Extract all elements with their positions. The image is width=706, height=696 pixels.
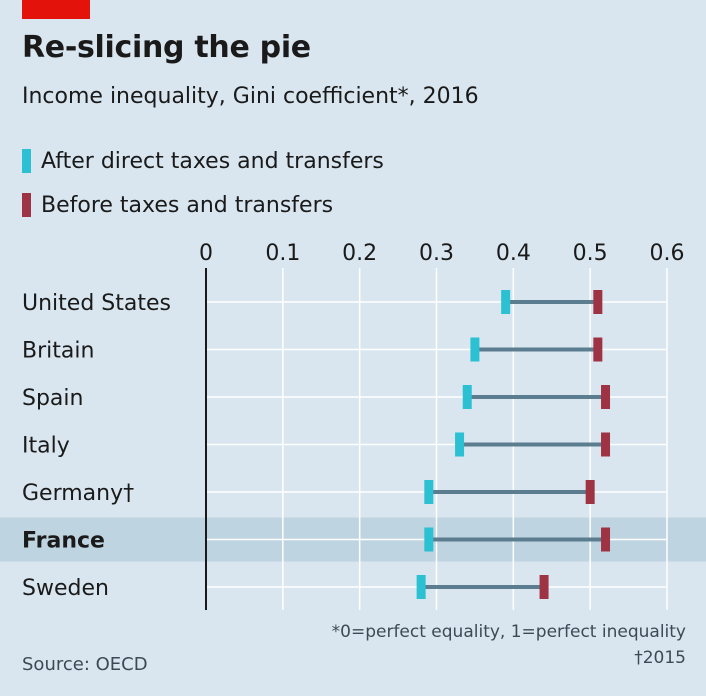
legend-item-before: Before taxes and transfers (22, 190, 333, 220)
footnote: *0=perfect equality, 1=perfect inequalit… (331, 622, 686, 642)
legend-label-before: Before taxes and transfers (41, 192, 334, 218)
legend-label-after: After direct taxes and transfers (41, 148, 384, 174)
after-marker (455, 432, 465, 457)
after-marker (470, 337, 480, 362)
before-marker (593, 337, 603, 362)
before-marker (593, 290, 603, 314)
source-note: Source: OECD (22, 654, 148, 675)
category-label: France (22, 529, 105, 554)
after-marker (424, 527, 434, 552)
chart-subtitle: Income inequality, Gini coefficient*, 20… (22, 84, 479, 109)
after-marker (501, 290, 511, 314)
x-tick-label: 0.6 (650, 241, 685, 266)
before-marker (539, 575, 549, 599)
x-tick-label: 0.3 (419, 241, 454, 266)
footnote-germany: †2015 (634, 648, 686, 668)
before-marker (601, 385, 611, 409)
x-tick-label: 0.2 (342, 241, 377, 266)
chart-title: Re-slicing the pie (22, 30, 311, 65)
category-label: Italy (22, 434, 70, 459)
after-marker (462, 385, 472, 409)
x-tick-label: 0.5 (573, 241, 608, 266)
x-tick-label: 0 (199, 241, 213, 266)
category-label: United States (22, 291, 171, 316)
before-marker (585, 480, 595, 504)
before-marker (601, 527, 611, 552)
x-tick-label: 0.1 (265, 241, 300, 266)
category-label: Sweden (22, 576, 109, 601)
legend-item-after: After direct taxes and transfers (22, 146, 384, 176)
dot-range-chart: 0 0.1 0.2 0.3 0.4 0.5 0.6 United States Britain S… (0, 241, 706, 610)
category-label: Spain (22, 386, 83, 411)
legend-swatch-before (22, 193, 31, 217)
after-marker (424, 480, 434, 504)
category-label: Germany† (22, 481, 134, 506)
before-marker (601, 432, 611, 457)
category-label: Britain (22, 339, 94, 364)
after-marker (416, 575, 426, 599)
brand-accent-bar (22, 0, 90, 19)
legend-swatch-after (22, 149, 31, 173)
x-tick-label: 0.4 (496, 241, 531, 266)
